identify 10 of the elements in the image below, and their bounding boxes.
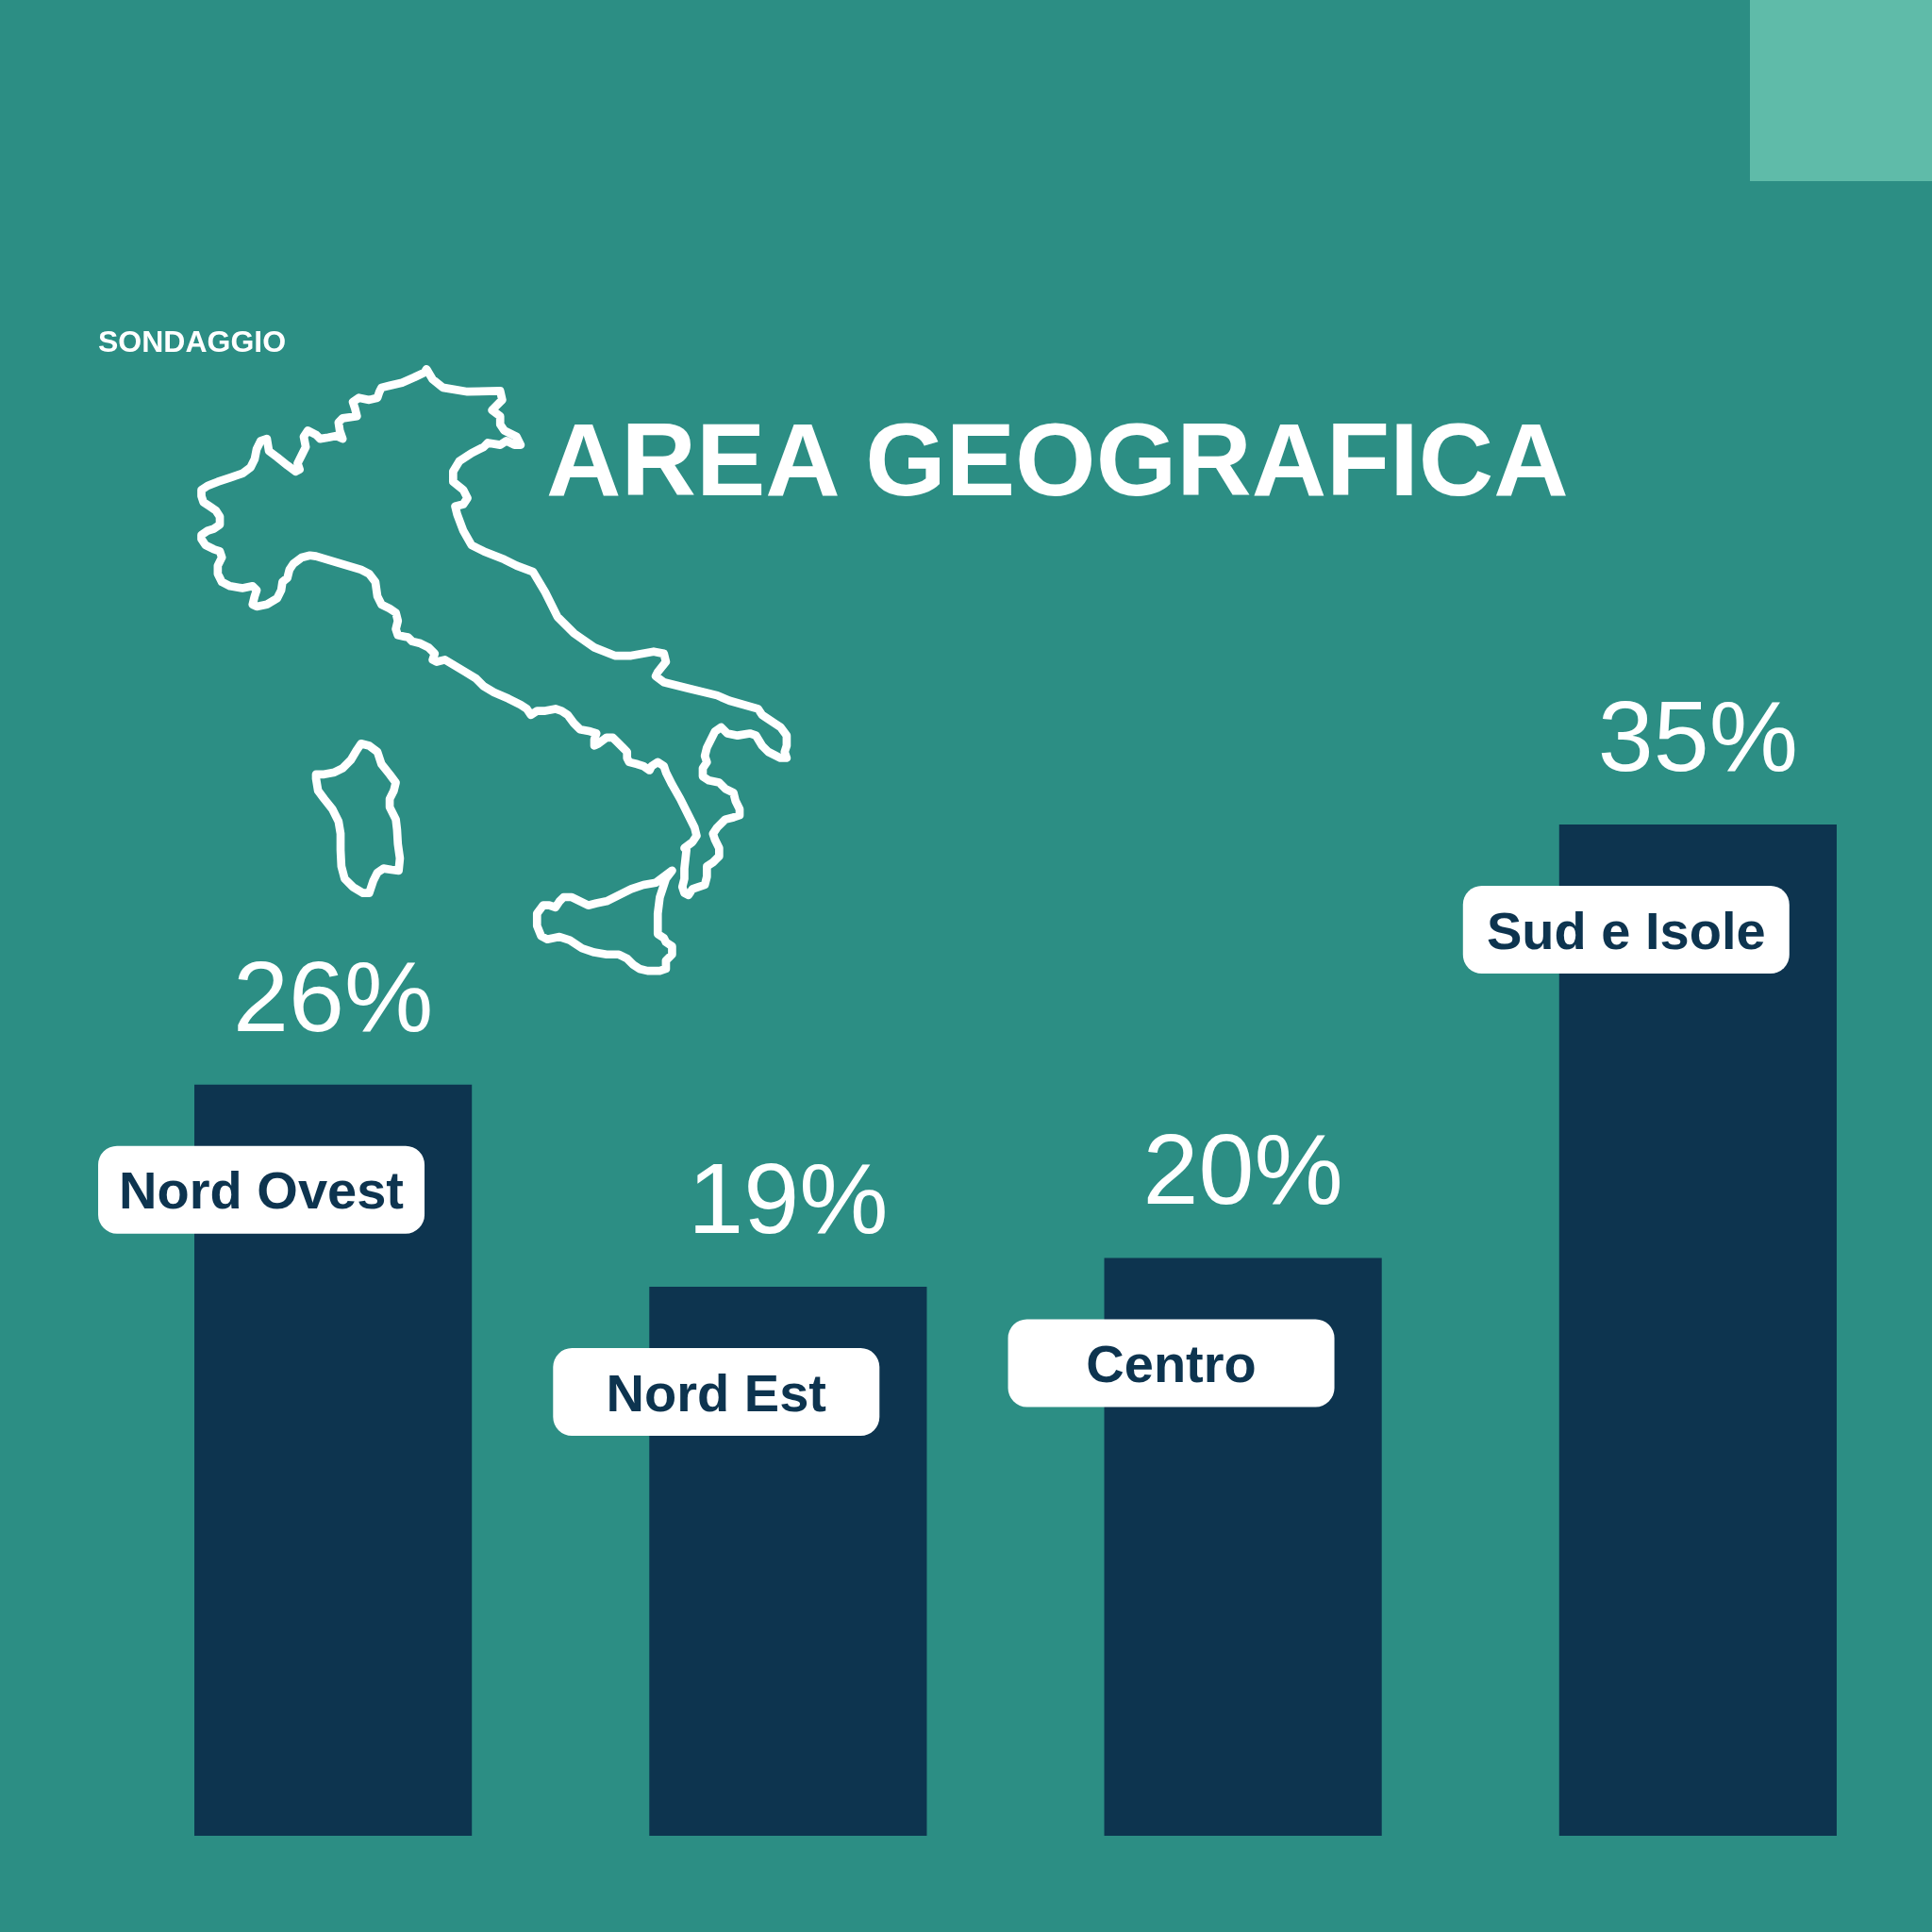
chart-title: AREA GEOGRAFICA (546, 401, 1569, 517)
data-label: 20% (1142, 1113, 1343, 1225)
data-label: 19% (688, 1142, 889, 1255)
chart-subtitle: SONDAGGIO (98, 325, 287, 358)
x-tick-label: Nord Est (606, 1362, 826, 1423)
data-label: 26% (233, 940, 434, 1052)
x-tick-label: Nord Ovest (119, 1160, 404, 1221)
x-tick-label: Centro (1086, 1333, 1257, 1393)
data-label: 35% (1597, 680, 1798, 791)
x-tick-label: Sud e Isole (1486, 900, 1766, 960)
